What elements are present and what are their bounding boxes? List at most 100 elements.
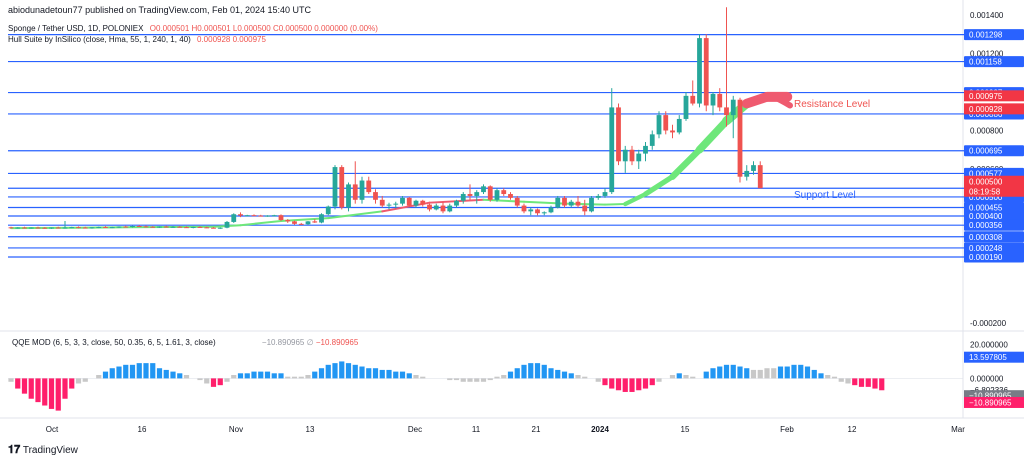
candle-body bbox=[474, 192, 480, 196]
candle-body bbox=[346, 184, 351, 208]
candle-body bbox=[697, 38, 702, 104]
qqe-value-gray: −10.890965 bbox=[261, 338, 305, 347]
candle-body bbox=[541, 212, 547, 214]
level-label-text: 0.001298 bbox=[969, 31, 1003, 40]
qqe-title-text: QQE MOD (6, 5, 3, 3, close, 50, 0.35, 6,… bbox=[12, 338, 216, 347]
qqe-bar bbox=[609, 378, 615, 389]
support-level-label: Support Level bbox=[794, 190, 856, 201]
qqe-bar bbox=[487, 378, 493, 381]
level-label-box bbox=[964, 202, 1024, 213]
qqe-bar bbox=[150, 363, 156, 379]
candle-body bbox=[130, 225, 135, 227]
qqe-bar bbox=[744, 368, 750, 379]
candle-body bbox=[123, 226, 129, 228]
candle-body bbox=[548, 207, 554, 213]
qqe-bar bbox=[278, 373, 284, 379]
qqe-bar bbox=[386, 369, 392, 379]
candle-body bbox=[616, 107, 621, 162]
qqe-bar bbox=[420, 376, 426, 379]
qqe-bar bbox=[183, 375, 190, 379]
qqe-bar bbox=[595, 378, 601, 382]
qqe-bar bbox=[35, 378, 41, 403]
qqe-bar bbox=[298, 376, 304, 379]
candle-body bbox=[211, 227, 216, 229]
qqe-bar bbox=[717, 366, 723, 379]
qqe-bar bbox=[737, 366, 743, 379]
candle-body bbox=[366, 180, 372, 193]
candle-body bbox=[271, 215, 277, 217]
candle-body bbox=[643, 145, 648, 154]
candle-body bbox=[440, 205, 446, 212]
candle-body bbox=[501, 190, 507, 195]
level-label-box bbox=[964, 145, 1024, 157]
last-price-text: 0.000500 bbox=[969, 177, 1003, 186]
candle-body bbox=[582, 205, 588, 212]
candle-body bbox=[373, 192, 378, 200]
qqe-bar bbox=[615, 378, 622, 391]
qqe-bar bbox=[548, 368, 554, 379]
candle-body bbox=[744, 170, 750, 177]
candle-body bbox=[184, 227, 189, 229]
candle-body bbox=[69, 227, 75, 229]
qqe-bar bbox=[210, 378, 217, 387]
hull-ma-segment bbox=[695, 117, 731, 154]
candle-body bbox=[244, 215, 250, 217]
qqe-bar bbox=[507, 371, 514, 379]
qqe-bar bbox=[636, 378, 642, 391]
qqe-bar bbox=[258, 371, 264, 379]
published-line: abiodunadetoun77 published on TradingVie… bbox=[8, 5, 312, 15]
qqe-bar bbox=[656, 378, 662, 382]
candle-body bbox=[487, 186, 493, 200]
hull-ma-segment bbox=[623, 191, 648, 207]
candle-body bbox=[55, 227, 61, 229]
symbol-title: Sponge / Tether USD, 1D, POLONIEX bbox=[8, 24, 144, 33]
qqe-bar bbox=[8, 378, 14, 382]
qqe-bar bbox=[372, 368, 379, 379]
candle-body bbox=[35, 227, 41, 229]
candle-body bbox=[109, 227, 115, 229]
candle-body bbox=[89, 227, 95, 229]
indicator-title: Hull Suite by InSilico (close, Hma, 55, … bbox=[8, 35, 191, 44]
qqe-bar bbox=[845, 378, 851, 384]
qqe-empty-set-icon: ∅ bbox=[306, 338, 314, 347]
level-label-text: 0.001158 bbox=[969, 58, 1002, 67]
candle-body bbox=[737, 99, 743, 177]
candle-body bbox=[622, 149, 628, 162]
candle-body bbox=[595, 195, 601, 198]
qqe-bar bbox=[170, 371, 176, 379]
qqe-bar bbox=[318, 368, 325, 379]
qqe-label-text: 13.597805 bbox=[969, 353, 1007, 362]
candle-body bbox=[312, 221, 318, 223]
qqe-bar bbox=[710, 368, 716, 379]
candle-body bbox=[649, 134, 655, 146]
qqe-bar bbox=[825, 375, 831, 379]
qqe-bar bbox=[642, 378, 649, 389]
qqe-bar bbox=[764, 368, 770, 379]
level-label-text: 0.000886 bbox=[969, 110, 1003, 119]
candle-body bbox=[427, 204, 432, 210]
hull-ma-segment bbox=[669, 146, 703, 180]
qqe-bar bbox=[676, 373, 682, 379]
candle-body bbox=[521, 205, 527, 212]
symbol-line: Sponge / Tether USD, 1D, POLONIEX O0.000… bbox=[8, 24, 378, 33]
qqe-bar bbox=[852, 378, 858, 386]
candle-body bbox=[751, 165, 756, 171]
time-axis-label: Feb bbox=[780, 425, 794, 434]
candle-body bbox=[757, 165, 763, 189]
level-label-text: 0.000577 bbox=[969, 169, 1003, 178]
qqe-label-text: −10.890965 bbox=[969, 398, 1012, 407]
candle-body bbox=[292, 221, 297, 224]
qqe-bar bbox=[224, 378, 230, 382]
qqe-bar bbox=[197, 378, 203, 381]
qqe-bar bbox=[865, 378, 871, 387]
candle-body bbox=[224, 221, 230, 228]
level-label-box bbox=[964, 231, 1024, 243]
qqe-bar bbox=[872, 378, 878, 389]
qqe-bar bbox=[528, 363, 534, 379]
qqe-bar bbox=[561, 371, 568, 379]
candle-body bbox=[703, 38, 709, 106]
candle-body bbox=[319, 214, 324, 223]
hull-ma-segment bbox=[327, 210, 384, 220]
candle-body bbox=[285, 220, 291, 222]
